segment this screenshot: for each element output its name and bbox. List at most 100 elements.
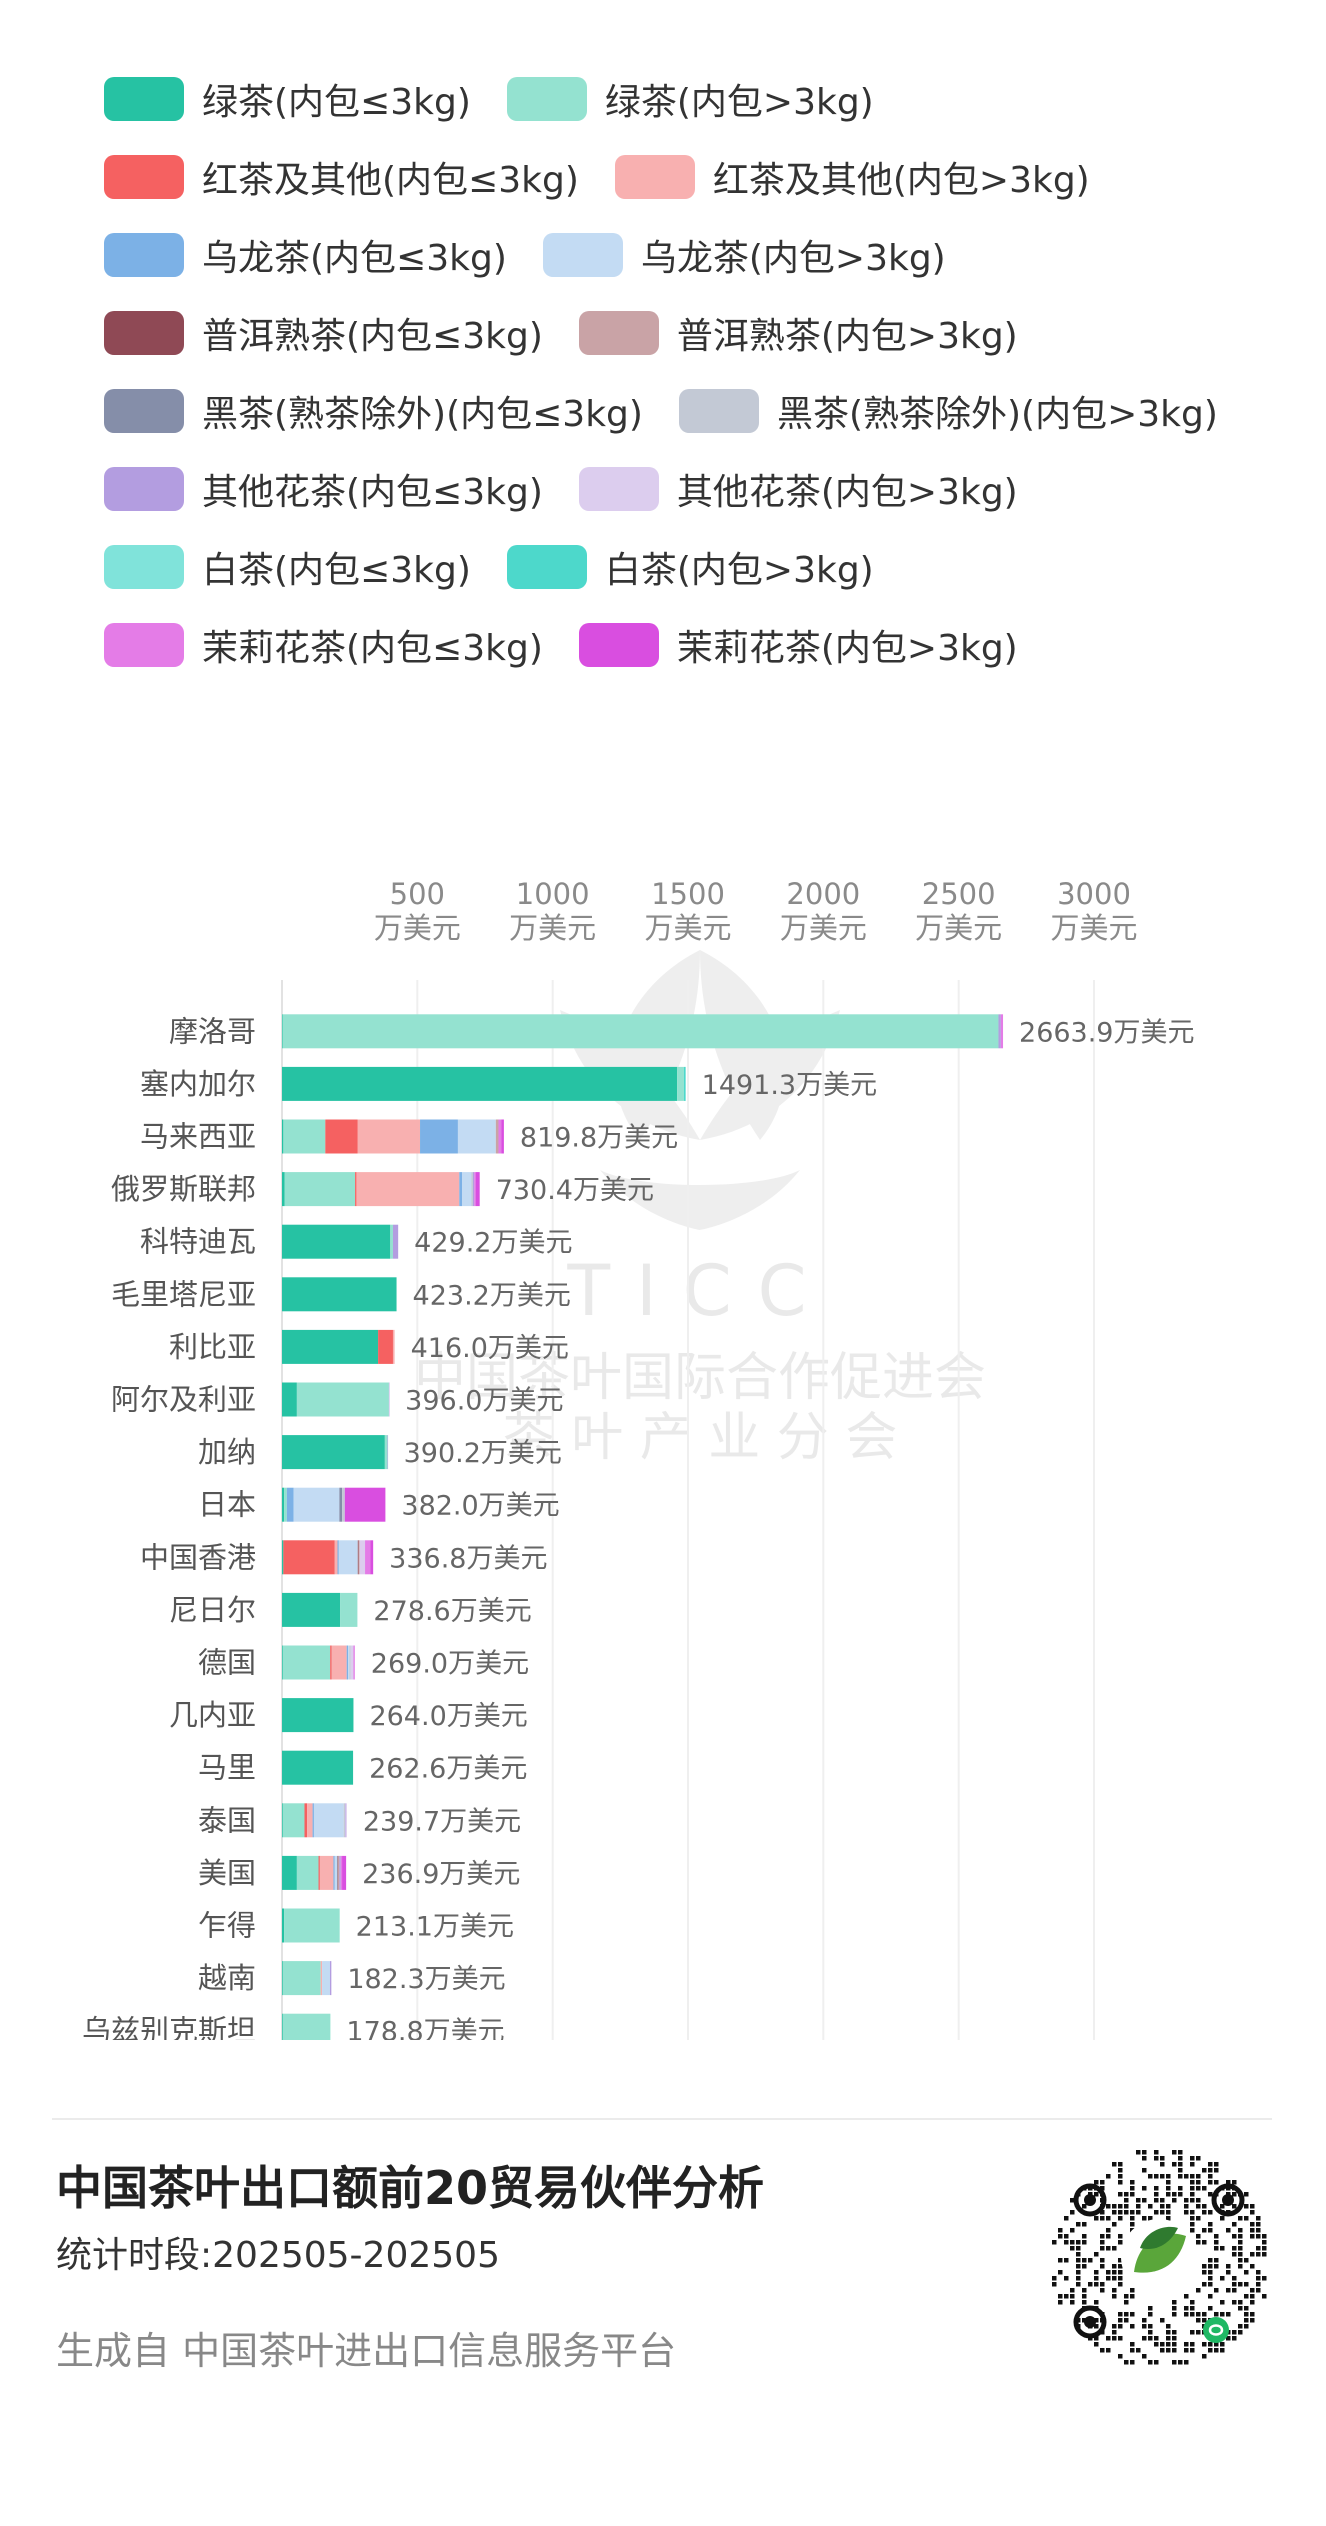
bar-segment[interactable]	[356, 1172, 460, 1207]
bar-segment[interactable]	[359, 1540, 366, 1575]
bar-segment[interactable]	[357, 1119, 421, 1154]
bar-segment[interactable]	[337, 1540, 339, 1575]
bar-segment[interactable]	[342, 1487, 345, 1522]
bar-segment[interactable]	[293, 1487, 340, 1522]
bar-segment[interactable]	[1000, 1014, 1004, 1049]
bar-segment[interactable]	[320, 1961, 323, 1996]
bar-segment[interactable]	[282, 1224, 391, 1259]
bar-segment[interactable]	[471, 1172, 473, 1207]
bar-segment[interactable]	[392, 1224, 399, 1259]
bar-segment[interactable]	[282, 1066, 678, 1101]
bar-segment[interactable]	[338, 1540, 358, 1575]
bar-segment[interactable]	[338, 1855, 340, 1890]
bar-segment[interactable]	[346, 1645, 349, 1680]
bar-segment[interactable]	[282, 1119, 284, 1154]
bar-segment[interactable]	[283, 1119, 326, 1154]
bar-segment[interactable]	[340, 1592, 358, 1627]
legend-item[interactable]: 白茶(内包≤3kg)	[104, 541, 471, 593]
bar-segment[interactable]	[388, 1382, 390, 1417]
bar-segment[interactable]	[282, 1908, 285, 1943]
bar-segment[interactable]	[313, 1803, 344, 1838]
legend-item[interactable]: 绿茶(内包>3kg)	[506, 73, 874, 125]
legend-item[interactable]: 红茶及其他(内包>3kg)	[614, 151, 1090, 203]
qr-code-icon[interactable]	[1046, 2144, 1272, 2370]
bar-segment[interactable]	[286, 1487, 294, 1522]
bar-segment[interactable]	[334, 1540, 338, 1575]
bar-segment[interactable]	[282, 1382, 297, 1417]
bar-segment[interactable]	[282, 1014, 999, 1049]
legend-item[interactable]: 黑茶(熟茶除外)(内包≤3kg)	[104, 385, 643, 437]
bar-segment[interactable]	[355, 1172, 357, 1207]
legend-item[interactable]: 红茶及其他(内包≤3kg)	[104, 151, 579, 203]
bar-segment[interactable]	[282, 1961, 283, 1996]
bar-segment[interactable]	[282, 1803, 305, 1838]
bar-segment[interactable]	[282, 1172, 285, 1207]
bar-segment[interactable]	[329, 1961, 332, 1996]
bar-segment[interactable]	[459, 1172, 462, 1207]
legend-item[interactable]: 白茶(内包>3kg)	[506, 541, 874, 593]
bar-segment[interactable]	[353, 1645, 355, 1680]
bar-segment[interactable]	[282, 1961, 321, 1996]
bar-segment[interactable]	[282, 1487, 285, 1522]
bar-segment[interactable]	[474, 1172, 476, 1207]
bar-segment[interactable]	[343, 1803, 346, 1838]
bar-segment[interactable]	[282, 1277, 397, 1312]
bar-segment[interactable]	[282, 1645, 283, 1680]
bar-segment[interactable]	[350, 1645, 354, 1680]
bar-segment[interactable]	[345, 1803, 347, 1838]
bar-segment[interactable]	[282, 1645, 331, 1680]
bar-segment[interactable]	[282, 1014, 283, 1049]
legend-item[interactable]: 茉莉花茶(内包≤3kg)	[104, 619, 543, 671]
bar-segment[interactable]	[461, 1172, 472, 1207]
bar-segment[interactable]	[331, 1645, 347, 1680]
bar-segment[interactable]	[330, 1645, 332, 1680]
bar-segment[interactable]	[378, 1329, 393, 1364]
bar-segment[interactable]	[370, 1540, 374, 1575]
bar-segment[interactable]	[304, 1803, 308, 1838]
bar-segment[interactable]	[319, 1855, 334, 1890]
bar-segment[interactable]	[296, 1382, 389, 1417]
bar-segment[interactable]	[318, 1855, 320, 1890]
bar-segment[interactable]	[357, 1540, 359, 1575]
bar-segment[interactable]	[282, 1435, 385, 1470]
legend-item[interactable]: 茉莉花茶(内包>3kg)	[578, 619, 1018, 671]
bar-segment[interactable]	[339, 1487, 343, 1522]
bar-segment[interactable]	[283, 1540, 335, 1575]
bar-segment[interactable]	[322, 1961, 330, 1996]
bar-segment[interactable]	[284, 1908, 340, 1943]
bar-segment[interactable]	[340, 1855, 343, 1890]
bar-segment[interactable]	[387, 1435, 389, 1470]
bar-segment[interactable]	[472, 1172, 475, 1207]
bar-segment[interactable]	[384, 1435, 388, 1470]
legend-item[interactable]: 普洱熟茶(内包≤3kg)	[104, 307, 543, 359]
bar-segment[interactable]	[344, 1487, 386, 1522]
bar-segment[interactable]	[282, 1855, 297, 1890]
bar-segment[interactable]	[282, 2013, 331, 2040]
bar-segment[interactable]	[282, 1329, 379, 1364]
bar-segment[interactable]	[390, 1224, 393, 1259]
legend-item[interactable]: 乌龙茶(内包≤3kg)	[104, 229, 507, 281]
bar-segment[interactable]	[333, 1855, 335, 1890]
bar-segment[interactable]	[284, 1172, 356, 1207]
bar-segment[interactable]	[334, 1855, 338, 1890]
bar-segment[interactable]	[282, 2013, 283, 2040]
legend-item[interactable]: 乌龙茶(内包>3kg)	[542, 229, 946, 281]
bar-segment[interactable]	[312, 1803, 314, 1838]
bar-segment[interactable]	[392, 1329, 395, 1364]
legend-item[interactable]: 其他花茶(内包≤3kg)	[104, 463, 543, 515]
bar-segment[interactable]	[282, 1698, 354, 1733]
bar-segment[interactable]	[284, 1487, 287, 1522]
bar-segment[interactable]	[282, 1803, 283, 1838]
bar-segment[interactable]	[677, 1066, 684, 1101]
bar-segment[interactable]	[337, 1855, 339, 1890]
bar-segment[interactable]	[348, 1645, 350, 1680]
legend-item[interactable]: 其他花茶(内包>3kg)	[578, 463, 1018, 515]
bar-segment[interactable]	[498, 1119, 502, 1154]
bar-segment[interactable]	[495, 1119, 499, 1154]
bar-segment[interactable]	[683, 1066, 686, 1101]
bar-segment[interactable]	[339, 1855, 341, 1890]
bar-segment[interactable]	[345, 1803, 346, 1838]
bar-segment[interactable]	[998, 1014, 1001, 1049]
legend-item[interactable]: 黑茶(熟茶除外)(内包>3kg)	[678, 385, 1218, 437]
legend-item[interactable]: 普洱熟茶(内包>3kg)	[578, 307, 1018, 359]
